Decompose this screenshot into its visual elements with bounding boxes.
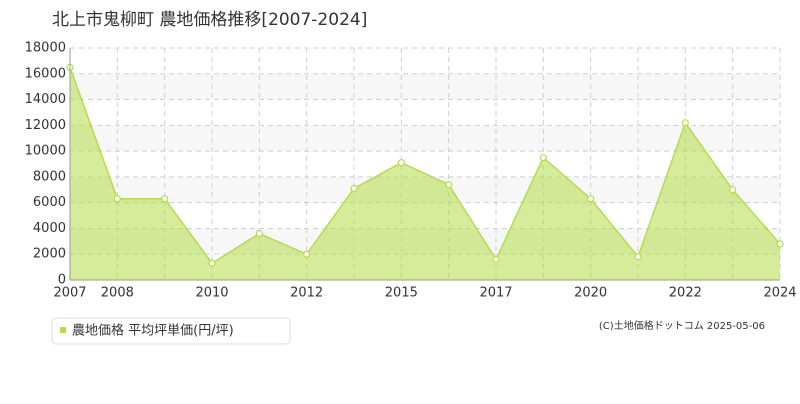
x-tick-label: 2007 — [53, 286, 86, 301]
data-point — [350, 184, 358, 193]
x-tick-label: 2008 — [101, 286, 134, 301]
y-tick-label: 4000 — [33, 221, 66, 236]
plot-area: 0 2000 4000 6000 8000 10000 12000 14000 16000 180… — [25, 41, 797, 301]
y-tick-label: 6000 — [33, 195, 66, 210]
chart-title: 北上市鬼柳町 農地価格推移[2007-2024] — [52, 10, 367, 30]
legend-label: 農地価格 平均坪単価(円/坪) — [72, 323, 234, 339]
y-tick-label: 12000 — [25, 118, 66, 133]
legend-box — [51, 317, 291, 345]
x-tick-label: 2020 — [574, 286, 607, 301]
data-point — [445, 181, 453, 189]
data-point — [492, 255, 500, 263]
data-point — [255, 230, 263, 238]
data-point — [587, 195, 595, 203]
data-point — [113, 195, 121, 203]
x-tick-label: 2024 — [763, 286, 796, 301]
y-tick-label: 2000 — [33, 247, 66, 262]
x-tick-label: 2012 — [290, 286, 323, 301]
grid-band — [70, 99, 780, 126]
y-tick-label: 10000 — [25, 144, 66, 159]
data-point — [397, 159, 405, 167]
area-fill — [70, 67, 780, 280]
area-line — [69, 67, 781, 265]
x-tick-label: 2022 — [669, 286, 702, 301]
data-point — [681, 119, 689, 127]
grid-band — [70, 151, 780, 177]
x-tick-label: 2015 — [385, 286, 418, 301]
data-point — [161, 195, 169, 203]
data-point — [729, 186, 737, 194]
y-tick-label: 18000 — [25, 41, 66, 56]
y-tick-label: 8000 — [33, 169, 66, 184]
data-point — [539, 153, 547, 162]
x-tick-label: 2010 — [195, 286, 228, 301]
y-tick-label: 16000 — [25, 66, 66, 81]
credit: (C)土地価格ドットコム 2025-05-06 — [599, 319, 765, 332]
data-point — [776, 240, 784, 248]
data-point — [208, 259, 216, 267]
y-tick-label: 0 — [58, 273, 66, 288]
x-tick-label: 2017 — [479, 286, 512, 301]
data-point — [634, 253, 642, 261]
y-tick-label: 14000 — [25, 92, 66, 107]
grid-band — [70, 48, 780, 74]
data-point — [303, 250, 311, 258]
legend-swatch — [60, 327, 66, 333]
